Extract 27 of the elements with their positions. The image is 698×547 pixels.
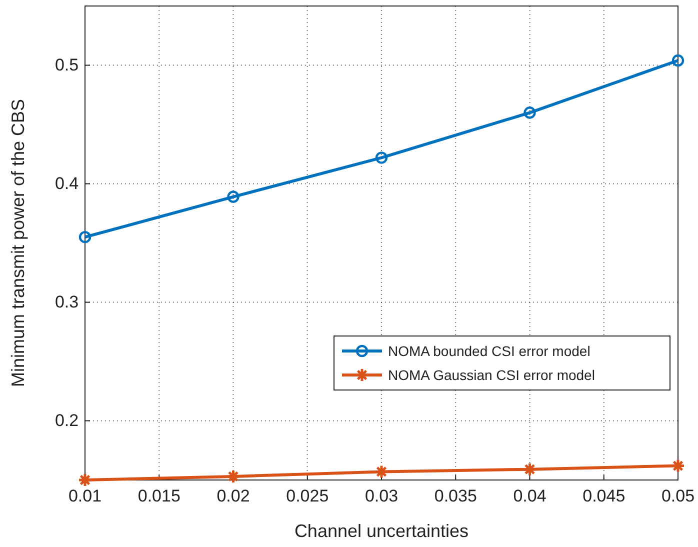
y-tick-label: 0.4 [54,174,79,194]
x-tick-label: 0.04 [513,486,546,506]
point [522,462,537,477]
x-tick-label: 0.03 [364,486,398,506]
point [672,54,684,67]
x-tick-label: 0.05 [661,486,695,506]
point [78,472,92,488]
point [374,464,389,479]
legend-label: NOMA bounded CSI error model [388,343,590,359]
x-tick-label: 0.015 [138,486,180,506]
legend-label: NOMA Gaussian CSI error model [388,367,595,383]
point [227,190,240,203]
x-axis-title: Channel uncertainties [294,521,469,541]
x-tick-label: 0.01 [68,486,102,506]
point [524,106,536,119]
x-tick-label: 0.025 [286,486,329,506]
y-tick-label: 0.2 [54,411,79,430]
y-tick-label: 0.5 [54,56,79,75]
point [78,230,92,244]
point [670,458,686,474]
x-tick-label: 0.02 [216,486,250,506]
y-axis-title: Minimum transmit power of the CBS [8,98,28,388]
point [375,152,388,164]
y-tick-label: 0.3 [54,292,79,312]
x-tick-label: 0.045 [582,486,626,506]
point [226,469,240,484]
x-tick-label: 0.035 [434,486,477,506]
